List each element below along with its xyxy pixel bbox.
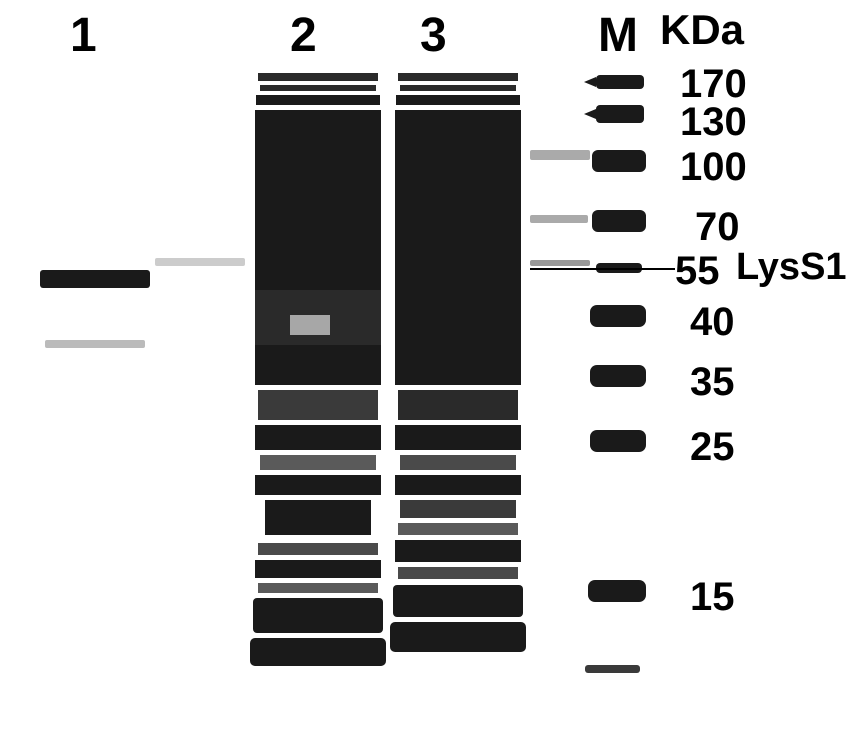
lane1-main-band xyxy=(40,270,150,288)
lane-1-label: 1 xyxy=(70,8,97,63)
marker-170 xyxy=(596,75,644,89)
marker-lane-label: M xyxy=(598,8,638,63)
marker-35 xyxy=(590,365,646,387)
gel-image: 1 2 3 M KDa xyxy=(0,0,868,743)
mw-100: 100 xyxy=(680,145,747,190)
mw-130: 130 xyxy=(680,100,747,145)
arrow-130 xyxy=(584,109,596,119)
marker-70 xyxy=(592,210,646,232)
spillover-band-1 xyxy=(530,150,590,160)
spillover-band-3 xyxy=(530,260,590,266)
lane-3-label: 3 xyxy=(420,8,447,63)
mw-35: 35 xyxy=(690,360,735,405)
marker-130 xyxy=(596,105,644,123)
mw-25: 25 xyxy=(690,425,735,470)
lane-2-label: 2 xyxy=(290,8,317,63)
lane1-faint-band xyxy=(45,340,145,348)
lane3-smear xyxy=(390,65,530,670)
spillover-band-2 xyxy=(530,215,588,223)
marker-25 xyxy=(590,430,646,452)
units-label: KDa xyxy=(660,6,744,54)
marker-100 xyxy=(592,150,646,172)
marker-15 xyxy=(588,580,646,602)
lyss1-indicator-line xyxy=(530,268,675,270)
lyss1-label: LysS1 xyxy=(736,246,847,289)
mw-55: 55 xyxy=(675,249,720,294)
lane1-top-faint xyxy=(155,258,245,266)
arrow-170 xyxy=(584,77,596,87)
mw-70: 70 xyxy=(695,205,740,250)
lane2-smear xyxy=(250,65,390,670)
mw-40: 40 xyxy=(690,300,735,345)
marker-40 xyxy=(590,305,646,327)
mw-15: 15 xyxy=(690,575,735,620)
marker-bottom xyxy=(585,665,640,673)
